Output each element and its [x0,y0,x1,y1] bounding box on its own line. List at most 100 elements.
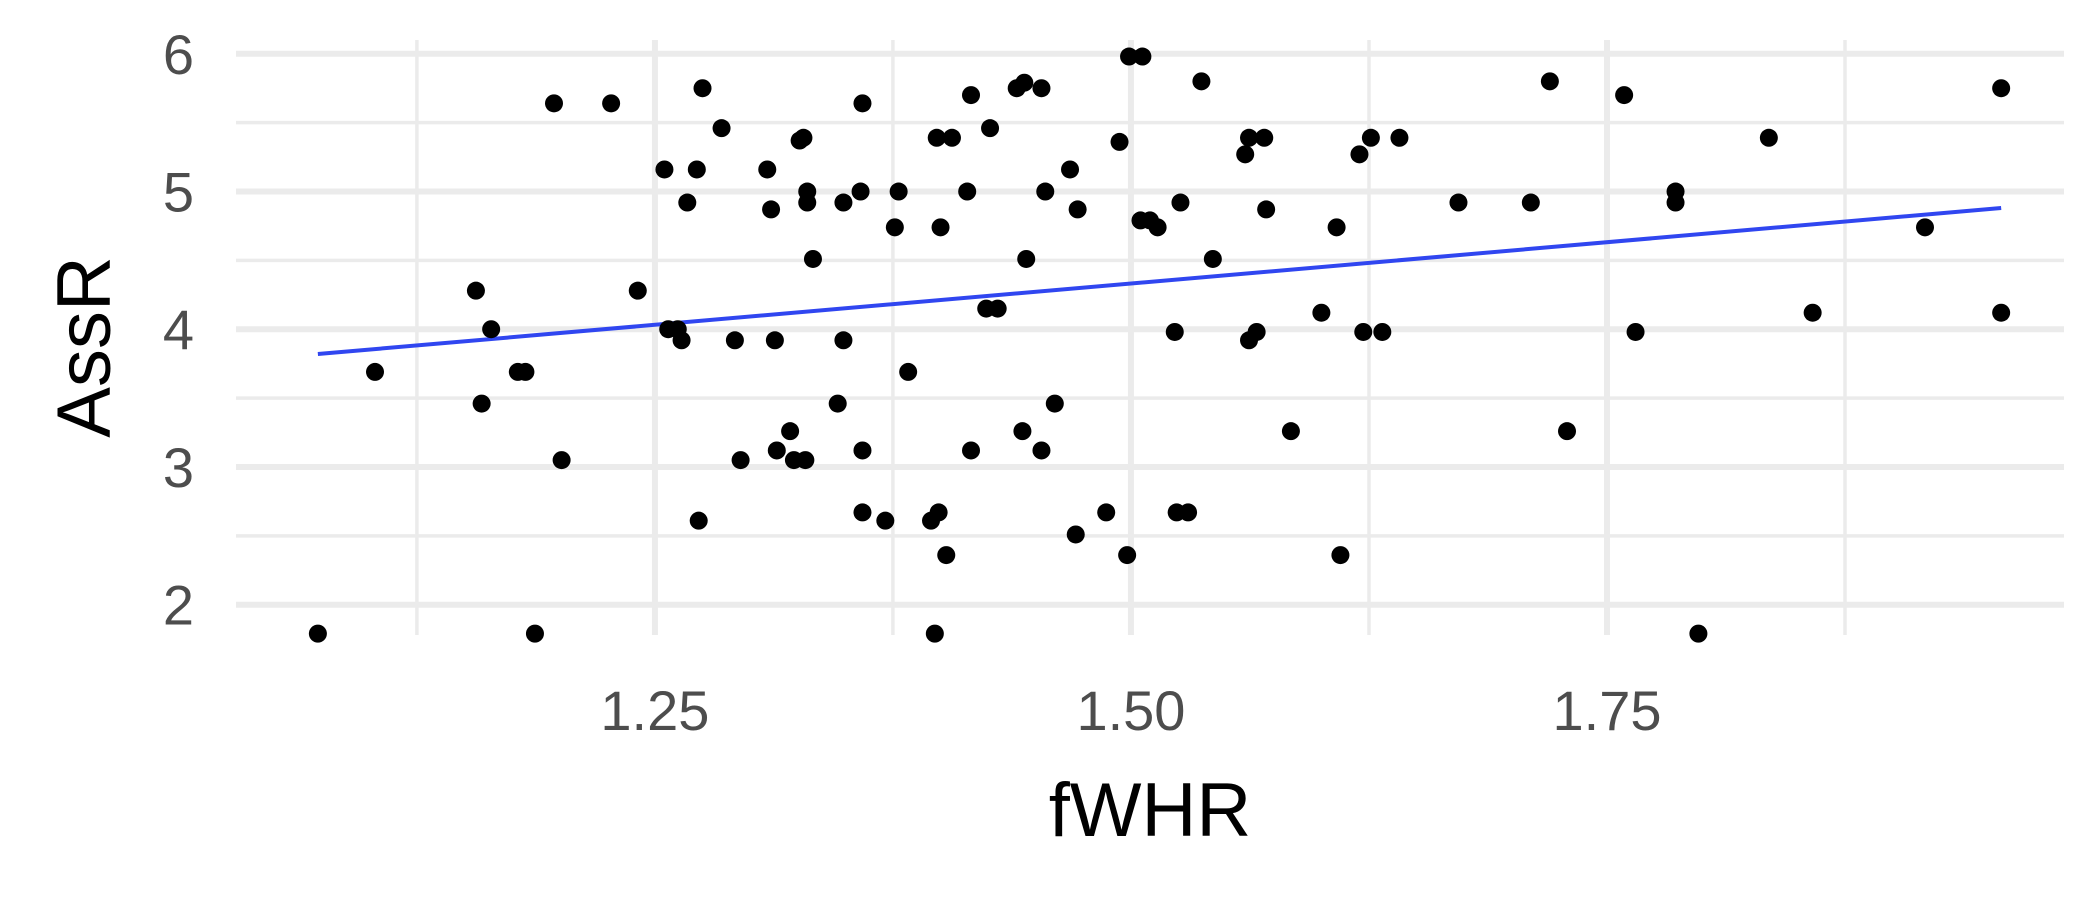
data-point [927,128,946,147]
data-point [937,546,956,565]
data-points [308,47,2011,643]
y-axis-title: AssR [42,256,127,438]
data-point [889,182,908,201]
y-tick-label: 4 [163,298,194,361]
trend-line [317,206,2002,357]
data-point [798,193,817,212]
data-point [1110,132,1129,151]
data-point [731,451,750,470]
x-axis-tick-labels: 1.25 1.50 1.75 [600,679,1661,742]
data-point [942,128,961,147]
data-point [602,94,621,113]
y-tick-label: 5 [163,161,194,224]
data-point [1615,86,1634,105]
data-point [1626,322,1645,341]
data-point [1015,73,1034,92]
x-tick-label: 1.25 [600,679,709,742]
data-point [925,624,944,643]
data-point [1373,322,1392,341]
data-point [1666,193,1685,212]
data-point [958,182,977,201]
data-point [1558,422,1577,441]
data-point [1032,79,1051,98]
data-point [1257,200,1276,219]
data-point [834,193,853,212]
x-axis-title: fWHR [1049,768,1252,853]
data-point [1179,503,1198,522]
data-point [876,511,895,530]
data-point [1017,249,1036,268]
data-point [899,362,918,381]
data-point [796,451,815,470]
data-point [1165,322,1184,341]
data-point [1449,193,1468,212]
y-tick-label: 2 [163,574,194,637]
x-tick-label: 1.75 [1553,679,1662,742]
data-point [828,394,847,413]
data-point [1803,303,1822,322]
data-point [853,94,872,113]
data-point [689,511,708,530]
data-point [781,422,800,441]
data-point [1312,303,1331,322]
data-point [712,119,731,138]
data-point [765,331,784,350]
data-point [851,182,870,201]
data-point [1097,503,1116,522]
data-point [1120,47,1139,66]
data-point [628,281,647,300]
data-point [482,320,501,339]
data-point [1255,128,1274,147]
data-point [929,503,948,522]
data-point [544,94,563,113]
data-point [1036,182,1055,201]
data-point [1148,218,1167,237]
data-point [1133,47,1152,66]
y-axis-tick-labels: 2 3 4 5 6 [163,23,194,637]
data-point [366,362,385,381]
data-point [1068,200,1087,219]
major-x-gridlines [651,40,1610,635]
data-point [1540,72,1559,91]
data-point [1521,193,1540,212]
data-point [1759,128,1778,147]
data-point [1061,160,1080,179]
data-point [1032,441,1051,460]
trend-line-layer [317,206,2002,357]
data-point [1013,422,1032,441]
data-point [794,128,813,147]
x-tick-label: 1.50 [1076,679,1185,742]
data-point [1281,422,1300,441]
data-point [655,160,674,179]
data-point [1361,128,1380,147]
y-tick-label: 3 [163,436,194,499]
data-point [762,200,781,219]
data-point [1331,546,1350,565]
y-tick-label: 6 [163,23,194,86]
data-point [1992,303,2011,322]
data-point [1171,193,1190,212]
data-point [1066,525,1085,544]
data-point [1236,145,1255,164]
data-point [552,451,571,470]
data-point [1240,128,1259,147]
data-point [834,331,853,350]
data-point [1992,79,2011,98]
data-point [1689,624,1708,643]
data-point [516,362,535,381]
data-point [853,441,872,460]
data-point [962,86,981,105]
data-point [885,218,904,237]
data-point [803,249,822,268]
data-point [308,624,327,643]
data-point [767,441,786,460]
data-point [1192,72,1211,91]
data-point [931,218,950,237]
data-point [1247,322,1266,341]
data-point [962,441,981,460]
data-point [1327,218,1346,237]
data-point [981,119,1000,138]
data-point [1390,128,1409,147]
data-point [525,624,544,643]
